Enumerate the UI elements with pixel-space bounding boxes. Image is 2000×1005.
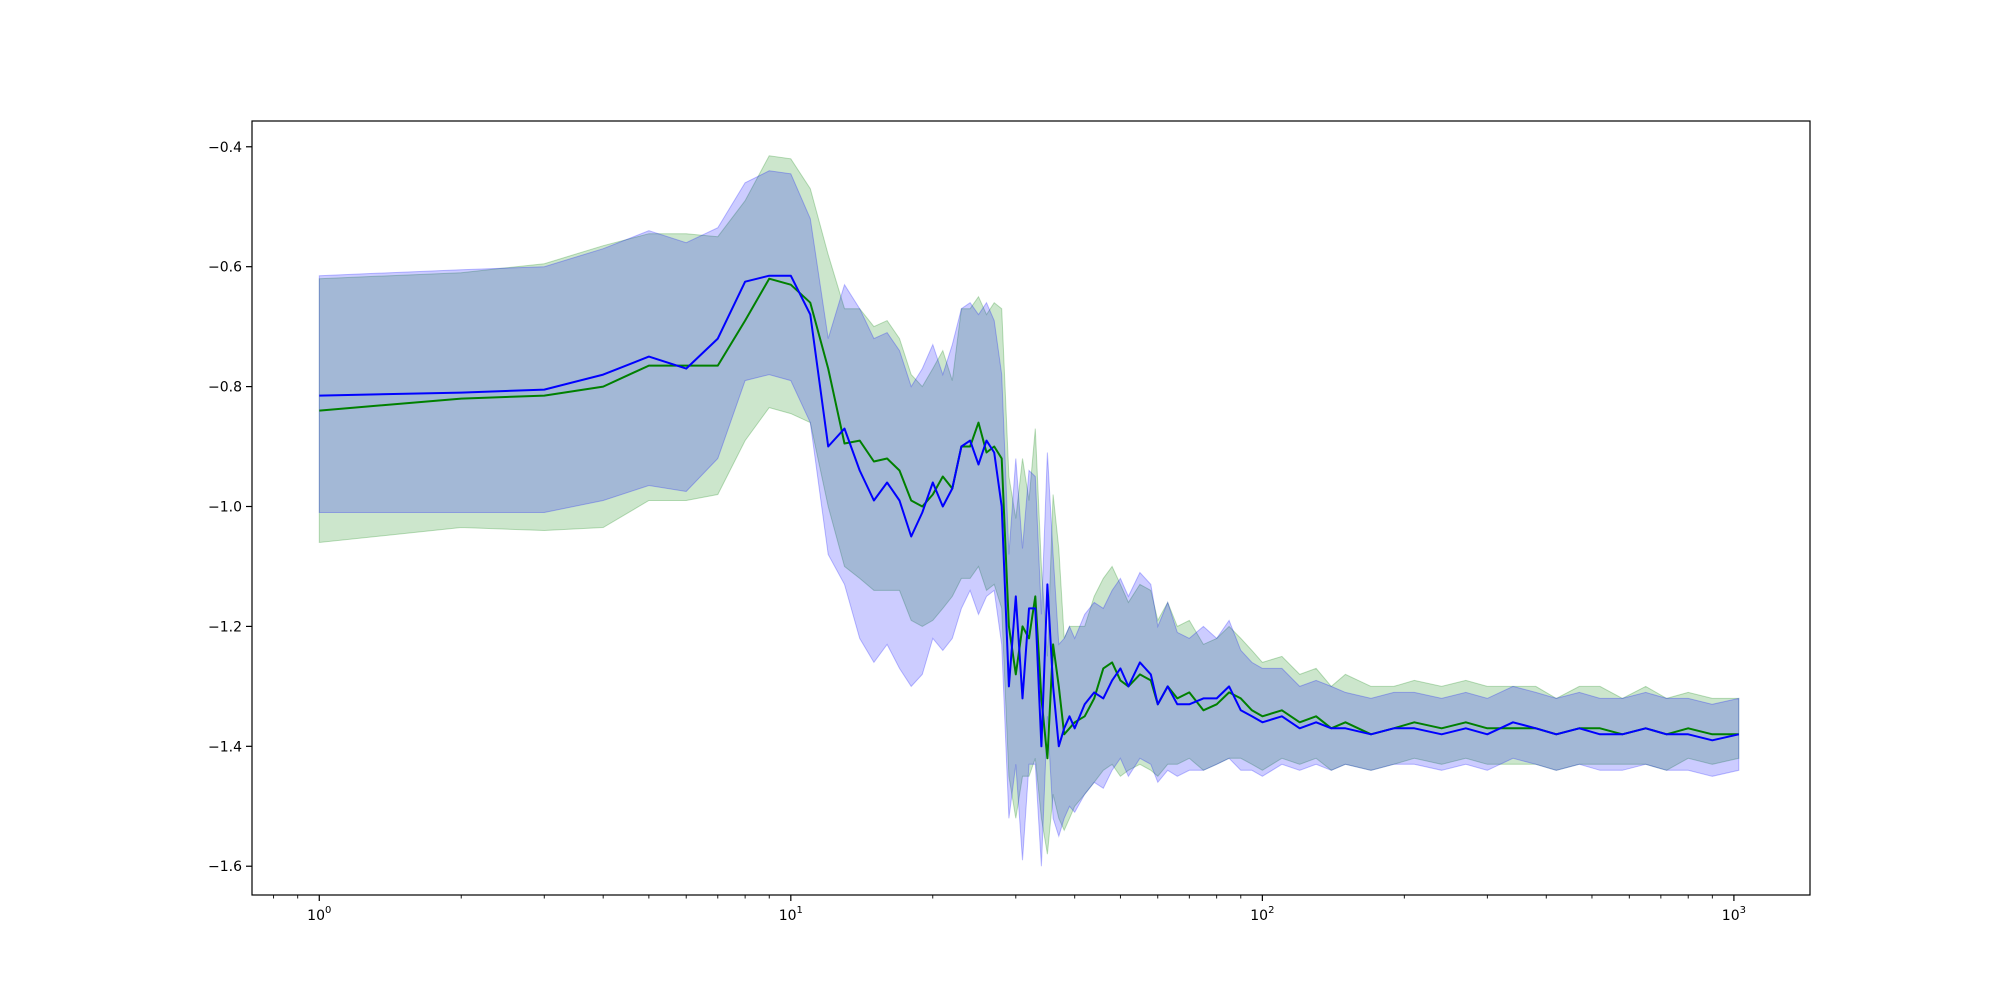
y-tick-label: −0.6 bbox=[208, 260, 242, 276]
y-tick-label: −0.8 bbox=[208, 380, 242, 396]
axes: −0.4 −0.6 −0.8 −1.0 −1.2 −1.4 −1.6 100 101 102 103 bbox=[208, 120, 1811, 924]
series-1-band bbox=[318, 170, 1740, 867]
y-tick-label: −1.0 bbox=[208, 500, 242, 516]
series-0-band bbox=[318, 155, 1740, 855]
y-tick-label: −1.2 bbox=[208, 619, 242, 635]
plot-area bbox=[318, 155, 1740, 867]
x-tick-label: 102 bbox=[1250, 905, 1274, 924]
series-0-line bbox=[319, 277, 1739, 760]
x-tick-label: 103 bbox=[1722, 905, 1746, 924]
x-tick-label: 101 bbox=[779, 905, 803, 924]
series-1-line bbox=[319, 274, 1740, 748]
series-group bbox=[318, 155, 1740, 867]
x-tick-label: 100 bbox=[307, 905, 331, 924]
y-tick-label: −0.4 bbox=[208, 140, 242, 156]
y-tick-label: −1.4 bbox=[208, 739, 242, 755]
y-tick-label: −1.6 bbox=[208, 859, 242, 875]
plot-frame bbox=[251, 120, 1811, 896]
